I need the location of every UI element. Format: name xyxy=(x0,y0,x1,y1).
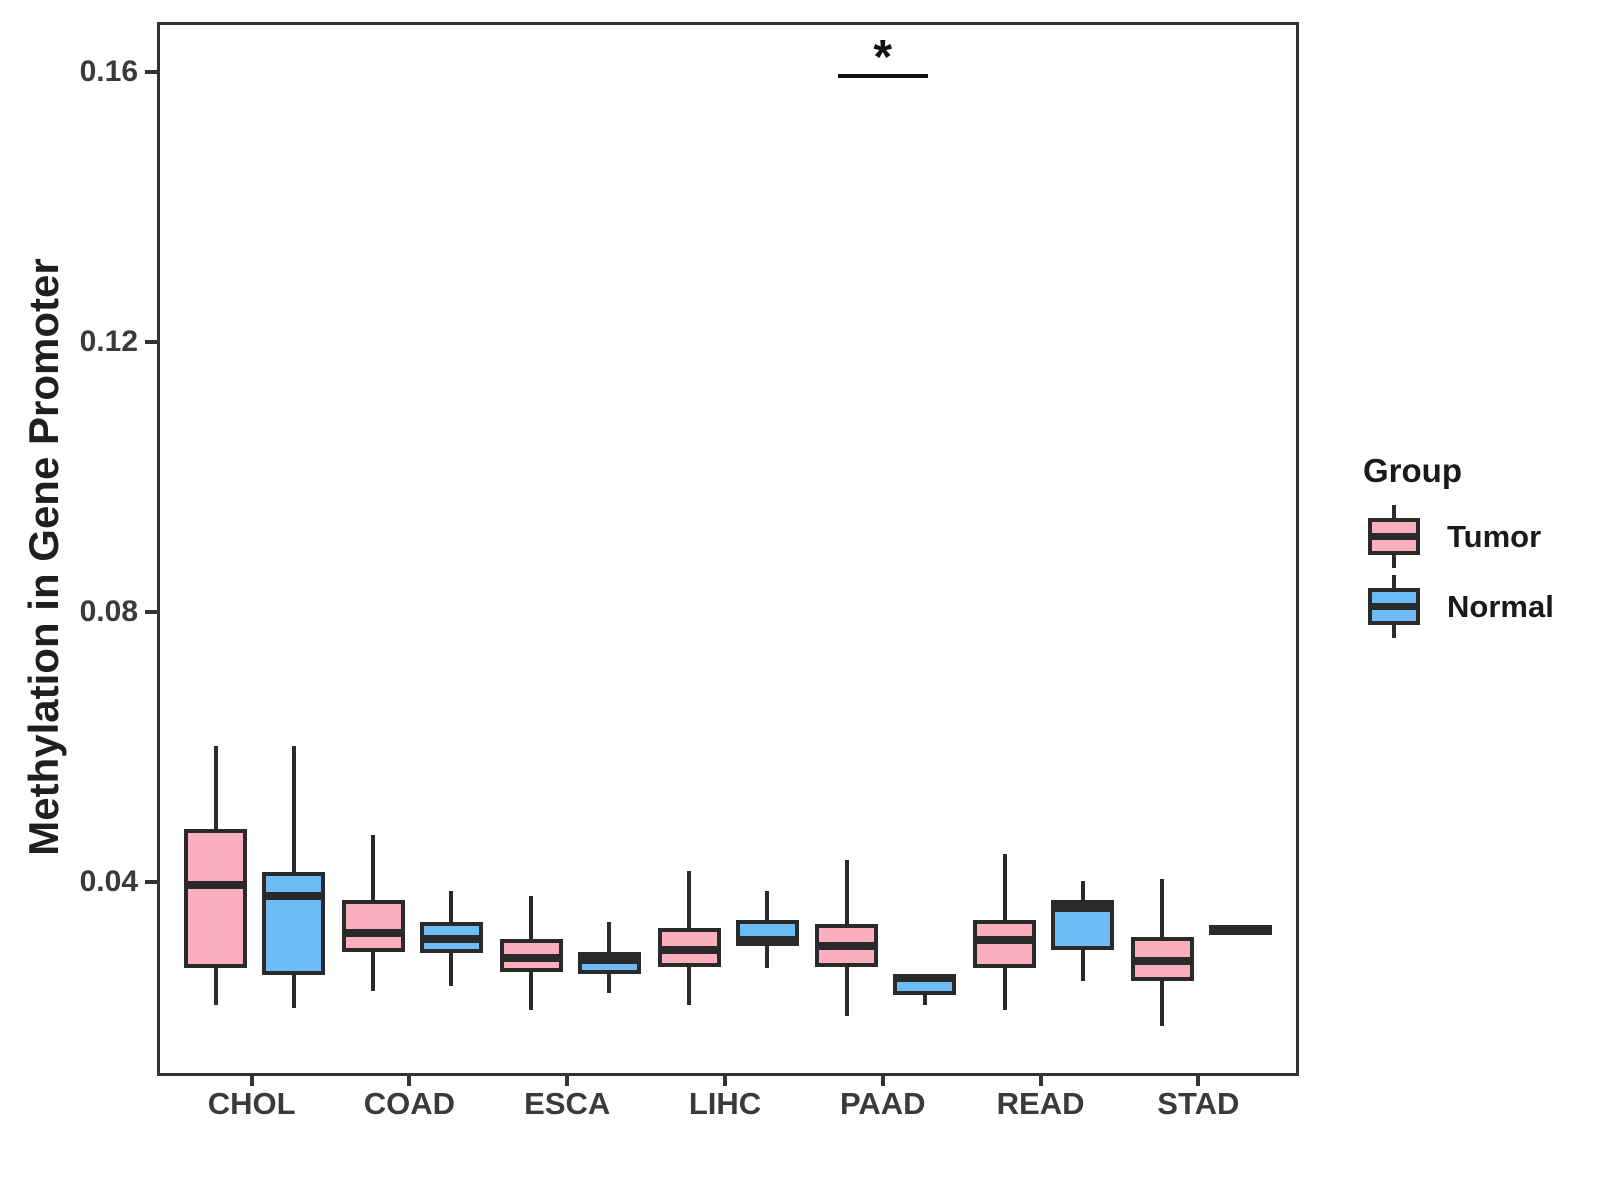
plot-panel xyxy=(157,22,1299,1076)
y-tick-mark xyxy=(145,880,157,885)
x-tick-mark xyxy=(1196,1073,1201,1086)
box-READ-Tumor xyxy=(973,920,1037,969)
x-tick-mark xyxy=(407,1073,412,1086)
x-tick-label-COAD: COAD xyxy=(363,1086,456,1121)
y-tick-label: 0.16 xyxy=(79,54,138,88)
y-tick-label: 0.04 xyxy=(79,865,138,899)
x-tick-mark xyxy=(880,1073,885,1086)
box-CHOL-Tumor xyxy=(184,829,248,968)
x-tick-label-READ: READ xyxy=(996,1086,1085,1121)
legend-key-median xyxy=(1368,603,1420,610)
y-axis-title: Methylation in Gene Promoter xyxy=(20,258,67,856)
x-tick-mark xyxy=(249,1073,254,1086)
median-READ-Normal xyxy=(1051,903,1115,912)
box-COAD-Tumor xyxy=(341,900,405,953)
significance-star: * xyxy=(873,30,893,84)
x-tick-label-STAD: STAD xyxy=(1157,1086,1240,1121)
y-tick-mark xyxy=(145,610,157,615)
median-COAD-Normal xyxy=(419,935,483,944)
x-tick-mark xyxy=(565,1073,570,1086)
x-tick-label-LIHC: LIHC xyxy=(688,1086,762,1121)
median-STAD-Tumor xyxy=(1130,956,1194,965)
x-tick-mark xyxy=(723,1073,727,1086)
median-STAD-Normal xyxy=(1208,925,1272,934)
legend-title: Group xyxy=(1363,452,1462,489)
median-ESCA-Normal xyxy=(577,956,641,965)
legend-key-normal xyxy=(1368,575,1420,638)
x-tick-label-PAAD: PAAD xyxy=(839,1086,926,1121)
median-READ-Tumor xyxy=(973,935,1037,944)
legend-label-normal: Normal xyxy=(1447,589,1554,624)
median-ESCA-Tumor xyxy=(499,953,563,962)
x-tick-label-CHOL: CHOL xyxy=(207,1086,296,1121)
median-PAAD-Normal xyxy=(893,973,957,982)
y-tick-label: 0.12 xyxy=(79,325,138,359)
median-LIHC-Tumor xyxy=(657,946,721,955)
legend-key-tumor xyxy=(1368,505,1420,568)
median-PAAD-Tumor xyxy=(815,942,879,951)
y-tick-mark xyxy=(145,340,157,345)
x-tick-mark xyxy=(1038,1073,1043,1086)
legend-key-median xyxy=(1368,533,1420,540)
median-LIHC-Normal xyxy=(735,935,799,944)
box-CHOL-Normal xyxy=(262,872,326,976)
y-tick-label: 0.08 xyxy=(79,595,138,629)
median-CHOL-Normal xyxy=(262,892,326,901)
median-COAD-Tumor xyxy=(341,928,405,937)
median-CHOL-Tumor xyxy=(184,881,248,890)
x-tick-label-ESCA: ESCA xyxy=(524,1086,611,1121)
y-tick-mark xyxy=(145,69,157,74)
legend-label-tumor: Tumor xyxy=(1447,519,1542,554)
significance-bracket xyxy=(837,73,928,78)
